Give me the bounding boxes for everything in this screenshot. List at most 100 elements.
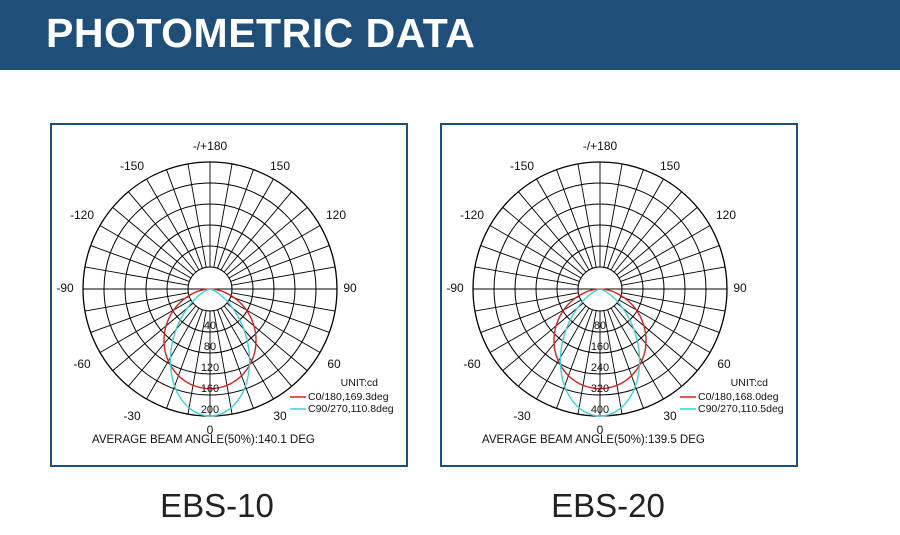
grid-spoke — [610, 307, 664, 400]
angle-tick-label: -120 — [70, 208, 94, 222]
legend-label-c90: C90/270,110.5deg — [698, 403, 784, 415]
grid-spoke — [518, 191, 587, 273]
angle-tick-label: 150 — [660, 159, 680, 173]
grid-ring — [556, 245, 644, 333]
grid-spoke — [556, 169, 593, 269]
grid-spoke — [90, 296, 190, 333]
grid-ring — [535, 224, 665, 354]
grid-spoke — [166, 309, 203, 409]
unit-label: UNIT:cd — [341, 377, 379, 389]
c90-270-curve — [559, 288, 641, 417]
grid-spoke — [620, 245, 720, 282]
average-beam-angle-label: AVERAGE BEAM ANGLE(50%):139.5 DEG — [482, 434, 705, 446]
angle-tick-label: 0 — [597, 423, 604, 437]
grid-spoke — [213, 163, 233, 268]
legend-label-c0: C0/180,169.3deg — [308, 391, 389, 403]
grid-ring-inner — [577, 266, 623, 312]
grid-spoke — [618, 299, 711, 353]
grid-spoke — [603, 310, 623, 415]
grid-spoke — [518, 305, 587, 387]
grid-spoke — [112, 302, 194, 371]
polar-chart-panel-ebs-10: 40 80 120 160 200 -/+180 150 120 90 60 30 0 -30 -60 -9… — [50, 123, 408, 467]
angle-tick-label: 0 — [207, 423, 214, 437]
radial-tick-label: 160 — [201, 383, 219, 395]
angle-tick-label: 120 — [326, 208, 346, 222]
angle-tick-label: -/+180 — [583, 139, 618, 153]
grid-spoke — [99, 299, 192, 353]
grid-spoke — [228, 299, 321, 353]
grid-spoke — [217, 309, 254, 409]
angle-tick-label: -60 — [73, 357, 91, 371]
grid-spoke — [536, 307, 590, 400]
grid-ring — [493, 182, 707, 396]
radial-tick-label: 120 — [201, 362, 219, 374]
angle-tick-label: -150 — [510, 159, 534, 173]
angle-tick-label: 90 — [343, 281, 357, 295]
grid-spoke — [603, 163, 623, 268]
grid-spoke — [90, 245, 190, 282]
grid-spoke — [146, 178, 200, 271]
grid-spoke — [226, 207, 308, 276]
angle-tick-label: -30 — [513, 409, 531, 423]
grid-spoke — [616, 207, 698, 276]
grid-spoke — [230, 245, 330, 282]
grid-spoke — [112, 207, 194, 276]
grid-spoke — [84, 266, 189, 286]
grid-spoke — [621, 292, 726, 312]
grid-spoke — [621, 266, 726, 286]
angle-tick-label: -60 — [463, 357, 481, 371]
average-beam-angle-label: AVERAGE BEAM ANGLE(50%):140.1 DEG — [92, 434, 315, 446]
grid-ring — [145, 224, 275, 354]
grid-ring — [124, 203, 296, 375]
grid-spoke — [187, 163, 207, 268]
grid-spoke — [536, 178, 590, 271]
grid-spoke — [213, 310, 233, 415]
grid-spoke — [146, 307, 200, 400]
polar-chart-panel-ebs-20: 80 160 240 320 400 -/+180 150 120 90 60 30 0 -30 -60 -… — [440, 123, 798, 467]
grid-ring-inner — [187, 266, 233, 312]
grid-ring — [514, 203, 686, 375]
grid-spoke — [577, 163, 597, 268]
grid-spoke — [610, 178, 664, 271]
radial-tick-label: 200 — [201, 404, 219, 416]
angle-tick-label: -150 — [120, 159, 144, 173]
legend-label-c90: C90/270,110.8deg — [308, 403, 394, 415]
grid-spoke — [489, 299, 582, 353]
angle-tick-label: -/+180 — [193, 139, 228, 153]
angle-tick-label: -30 — [123, 409, 141, 423]
angle-tick-label: 60 — [327, 357, 341, 371]
header-banner: PHOTOMETRIC DATA — [0, 0, 900, 70]
grid-spoke — [220, 307, 274, 400]
grid-spoke — [84, 292, 189, 312]
grid-spoke — [480, 245, 580, 282]
grid-spoke — [489, 225, 582, 279]
radial-tick-label: 400 — [591, 404, 609, 416]
page-title: PHOTOMETRIC DATA — [46, 10, 476, 56]
grid-ring — [103, 182, 317, 396]
unit-label: UNIT:cd — [731, 377, 769, 389]
radial-tick-label: 80 — [204, 341, 216, 353]
radial-tick-label: 320 — [591, 383, 609, 395]
polar-chart-ebs-20: 80 160 240 320 400 -/+180 150 120 90 60 30 0 -30 -60 -… — [446, 139, 784, 446]
grid-spoke — [620, 296, 720, 333]
grid-spoke — [231, 266, 336, 286]
radial-tick-label: 240 — [591, 362, 609, 374]
grid-ring — [166, 245, 254, 333]
angle-tick-label: 30 — [273, 409, 287, 423]
polar-chart-ebs-10: 40 80 120 160 200 -/+180 150 120 90 60 30 0 -30 -60 -9… — [56, 139, 394, 446]
c90-270-curve — [169, 288, 251, 417]
c0-180-curve — [163, 288, 257, 390]
grid-spoke — [480, 296, 580, 333]
grid-spoke — [217, 169, 254, 269]
c0-180-curve — [553, 288, 647, 390]
grid-spoke — [502, 207, 584, 276]
angle-tick-label: -90 — [56, 281, 74, 295]
angle-tick-label: 60 — [717, 357, 731, 371]
model-label-ebs-10: EBS-10 — [160, 487, 274, 524]
angle-tick-label: 150 — [270, 159, 290, 173]
grid-spoke — [187, 310, 207, 415]
grid-spoke — [607, 309, 644, 409]
grid-spoke — [223, 191, 292, 273]
angle-tick-label: -120 — [460, 208, 484, 222]
radial-tick-label: 80 — [594, 320, 606, 332]
